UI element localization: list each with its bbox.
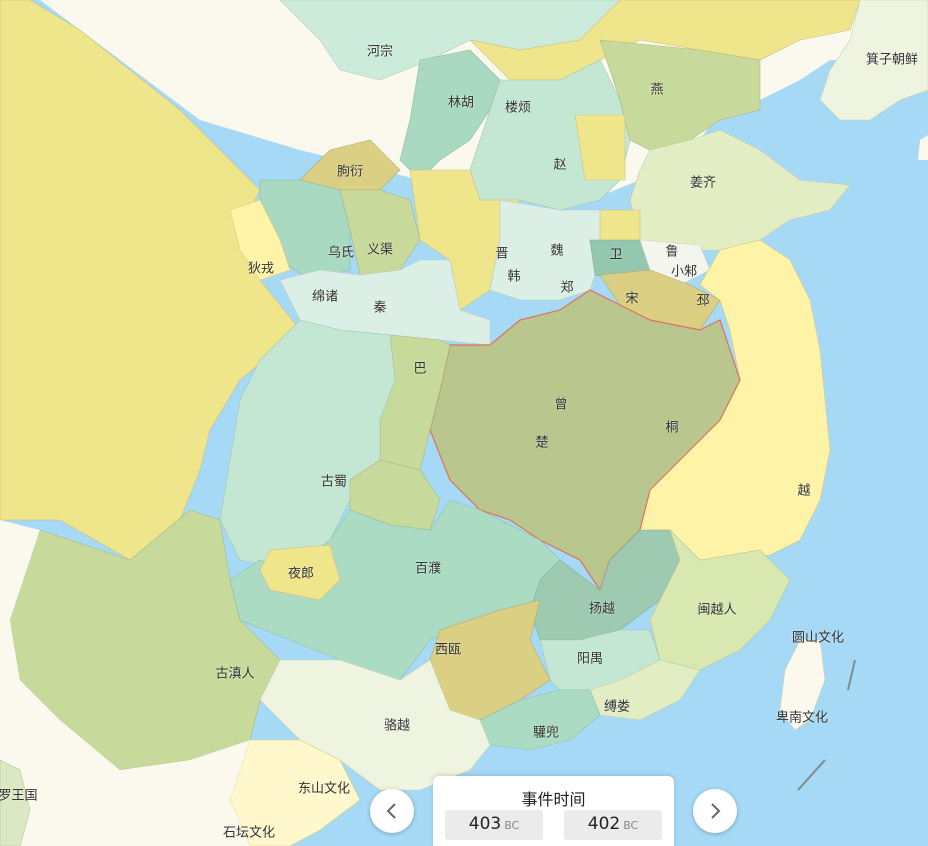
label-wei2: 卫	[609, 247, 623, 263]
label-zeng: 曾	[554, 397, 568, 413]
label-qin: 秦	[373, 300, 387, 316]
region-jizi[interactable]	[819, 0, 928, 121]
label-mianzhu: 绵诸	[311, 289, 339, 305]
label-zheng: 郑	[560, 280, 574, 296]
label-jin: 晋	[495, 246, 509, 262]
label-beinan: 卑南文化	[775, 710, 829, 726]
region-minyue[interactable]	[649, 529, 791, 671]
label-pi: 邳	[696, 293, 710, 309]
label-hezong: 河宗	[366, 44, 394, 60]
region-jiangqi[interactable]	[629, 129, 851, 251]
end-era: BC	[623, 819, 639, 832]
chevron-left-icon	[386, 803, 396, 819]
label-lidou: 驩兜	[532, 725, 560, 741]
event-time-title: 事件时间	[521, 790, 586, 809]
label-dirong: 狄戎	[247, 261, 275, 277]
label-tong: 桐	[665, 420, 679, 436]
label-zhao: 赵	[553, 157, 567, 173]
label-gudian: 古滇人	[215, 666, 255, 682]
region-chu[interactable]	[429, 289, 741, 592]
region-dirong[interactable]	[229, 199, 291, 281]
region-island	[918, 135, 928, 160]
label-fulou: 缚娄	[603, 699, 631, 715]
label-luowang: 罗王国	[0, 788, 38, 804]
label-yuanshan: 圆山文化	[791, 630, 845, 646]
label-lu: 鲁	[665, 244, 679, 260]
label-han: 韩	[507, 269, 521, 285]
label-ba: 巴	[413, 361, 427, 377]
chevron-right-icon	[711, 803, 721, 819]
label-wushi: 乌氏	[327, 245, 355, 261]
label-dongshan: 东山文化	[297, 781, 351, 797]
region-west-yellow[interactable]	[0, 0, 301, 561]
region-dongshan[interactable]	[229, 739, 361, 846]
label-jiangqi: 姜齐	[689, 175, 717, 191]
label-linhu: 林胡	[447, 95, 475, 111]
label-yangyue: 扬越	[588, 601, 616, 617]
label-baipu: 百濮	[414, 561, 442, 577]
label-yan: 燕	[650, 82, 664, 98]
end-year-box[interactable]: 402 BC	[564, 810, 662, 840]
label-quyan: 朐衍	[336, 164, 364, 180]
label-yiqu: 义渠	[366, 242, 394, 258]
region-southwest-land[interactable]	[0, 520, 250, 846]
label-yangyu: 阳禺	[576, 651, 604, 667]
region-luowang[interactable]	[0, 759, 31, 846]
label-shitan: 石坛文化	[222, 825, 276, 841]
label-wei: 魏	[550, 243, 564, 259]
region-luoyue[interactable]	[259, 659, 491, 791]
label-xiaozhu: 小邾	[670, 264, 698, 280]
label-yue: 越	[797, 483, 811, 499]
prev-button[interactable]	[370, 789, 414, 833]
label-chu: 楚	[535, 435, 549, 451]
region-yiqu[interactable]	[339, 189, 421, 276]
region-zhao-patch[interactable]	[574, 114, 626, 181]
region-fulou[interactable]	[589, 659, 701, 721]
coast-line-2	[797, 759, 826, 791]
region-yelang[interactable]	[259, 544, 341, 601]
label-minyue: 闽越人	[697, 602, 737, 618]
label-yelang: 夜郎	[287, 566, 315, 582]
label-gushu: 古蜀	[320, 474, 348, 490]
event-time-panel: 事件时间 403 BC 402 BC	[433, 776, 674, 846]
coast-line-1	[847, 659, 856, 691]
label-luoyue: 骆越	[383, 718, 411, 734]
region-lidou[interactable]	[479, 689, 601, 751]
region-taiwan[interactable]	[779, 639, 826, 731]
start-year: 403	[468, 814, 502, 834]
start-era: BC	[504, 819, 520, 832]
start-year-box[interactable]: 403 BC	[445, 810, 543, 840]
label-song: 宋	[625, 291, 639, 307]
region-linhu[interactable]	[399, 49, 501, 181]
label-loufan: 楼烦	[504, 100, 532, 116]
label-xiou: 西瓯	[434, 642, 462, 658]
end-year: 402	[587, 814, 621, 834]
label-jizi: 箕子朝鲜	[865, 52, 919, 68]
next-button[interactable]	[693, 789, 737, 833]
